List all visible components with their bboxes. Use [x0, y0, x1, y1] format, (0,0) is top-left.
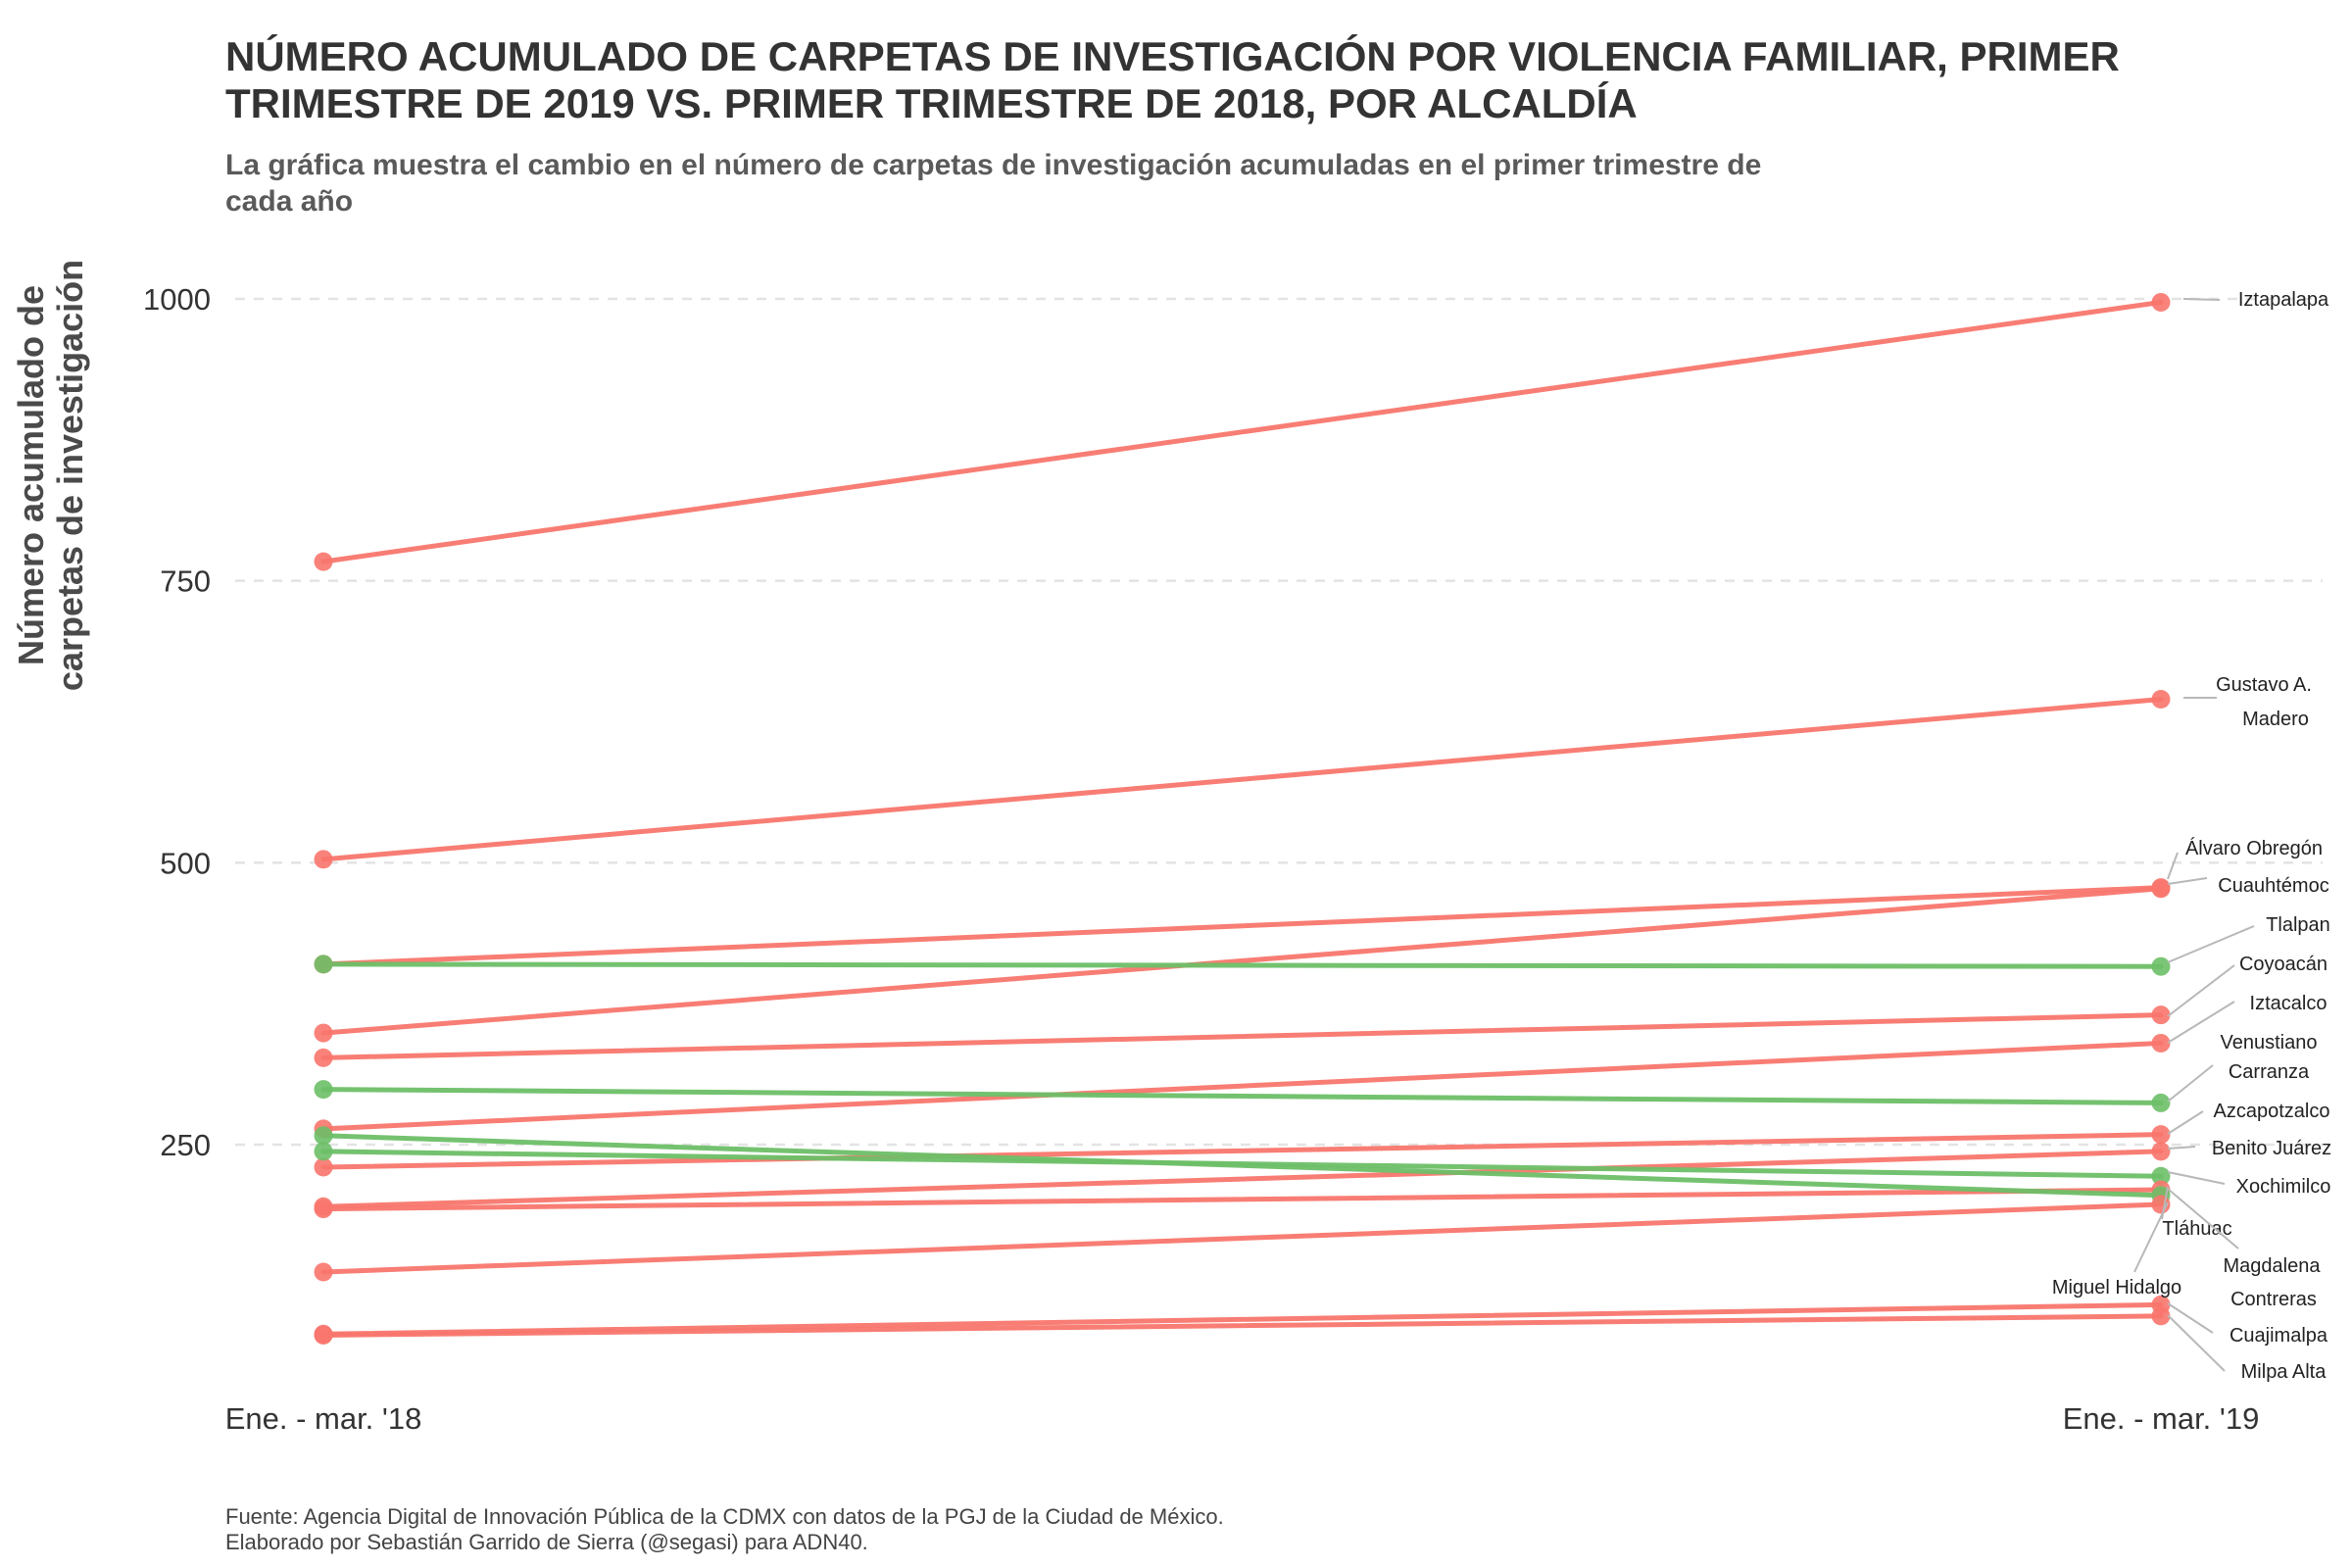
point-2019-iztapalapa — [2151, 292, 2171, 312]
series-label-miguel-hidalgo: Miguel Hidalgo — [2052, 1277, 2181, 1298]
series-label-xochimilco: Xochimilco — [2236, 1176, 2331, 1198]
label-leader-benito-juarez — [2167, 1146, 2196, 1150]
series-label-gustavo-a-madero: Gustavo A. — [2216, 674, 2312, 696]
point-2018-magdalena-contreras — [314, 1126, 333, 1146]
point-2019-coyoacan — [2151, 1005, 2171, 1025]
point-2018-xochimilco — [314, 1142, 333, 1161]
series-line-alvaro-obregon — [320, 885, 2164, 967]
y-tick-label: 250 — [160, 1128, 211, 1162]
y-tick-label: 1000 — [143, 282, 211, 317]
label-leader-azcapotzalco — [2167, 1110, 2204, 1135]
point-2018-venustiano-carranza — [314, 1080, 333, 1100]
series-label-iztacalco: Iztacalco — [2250, 993, 2328, 1014]
y-axis-title-line: carpetas de investigación — [50, 260, 90, 691]
point-2019-benito-juarez — [2151, 1142, 2171, 1161]
series-labels: Iztapalapa Gustavo A. Madero Álvaro Obregón… — [2052, 289, 2331, 1383]
gridlines — [235, 297, 2323, 1147]
series-line-gustavo-a-madero — [320, 696, 2164, 862]
caption-source: Fuente: Agencia Digital de Innovación Pú… — [225, 1504, 1224, 1529]
chart-title: NÚMERO ACUMULADO DE CARPETAS DE INVESTIG… — [225, 33, 2120, 126]
point-2018-tlahuac — [314, 1200, 333, 1219]
series-line-venustiano-carranza — [320, 1087, 2164, 1105]
series-label-tlahuac: Tláhuac — [2162, 1218, 2231, 1240]
series-line-tlalpan — [320, 961, 2164, 969]
x-axis-ticks: Ene. - mar. '18 Ene. - mar. '19 — [225, 1401, 2260, 1436]
point-2018-tlalpan — [314, 955, 333, 974]
point-2018-azcapotzalco — [314, 1157, 333, 1177]
y-tick-label: 750 — [160, 564, 211, 599]
caption: Fuente: Agencia Digital de Innovación Pú… — [225, 1504, 1224, 1555]
label-leader-cuajimalpa — [2167, 1302, 2214, 1334]
label-leader-iztapalapa — [2182, 298, 2221, 301]
point-2018-coyoacan — [314, 1048, 333, 1067]
series-points — [314, 292, 2171, 1345]
series-line-cuauhtemoc — [320, 886, 2164, 1036]
series-line-coyoacan — [320, 1012, 2164, 1060]
point-2019-milpa-alta — [2151, 1306, 2171, 1326]
series-label-alvaro-obregon: Álvaro Obregón — [2185, 837, 2323, 859]
series-label-benito-juarez: Benito Juárez — [2212, 1138, 2331, 1159]
y-tick-label: 500 — [160, 846, 211, 880]
point-2018-iztapalapa — [314, 552, 333, 571]
label-leader-coyoacan — [2167, 964, 2235, 1017]
series-label-cuauhtemoc: Cuauhtémoc — [2218, 875, 2328, 897]
chart-subtitle: La gráfica muestra el cambio en el númer… — [225, 149, 1762, 218]
series-label-magdalena-contreras: Magdalena — [2224, 1255, 2322, 1277]
point-2019-azcapotzalco — [2151, 1125, 2171, 1145]
point-2019-iztacalco — [2151, 1033, 2171, 1053]
point-2018-cuauhtemoc — [314, 1023, 333, 1043]
series-label-gustavo-a-madero: Madero — [2242, 709, 2309, 730]
y-axis-label: Número acumulado de carpetas de investiga… — [11, 260, 90, 691]
point-2019-gustavo-a-madero — [2151, 689, 2171, 709]
series-lines — [320, 299, 2164, 1338]
point-2019-venustiano-carranza — [2151, 1093, 2171, 1112]
series-label-coyoacan: Coyoacán — [2239, 954, 2328, 975]
series-label-venustiano-carranza: Venustiano — [2221, 1032, 2318, 1054]
label-leader-xochimilco — [2167, 1171, 2226, 1185]
series-line-benito-juarez — [320, 1149, 2164, 1209]
x-tick-label: Ene. - mar. '19 — [2063, 1401, 2260, 1436]
label-leader-alvaro-obregon — [2167, 852, 2179, 880]
caption-author: Elaborado por Sebastián Garrido de Sierr… — [225, 1530, 868, 1554]
point-2018-gustavo-a-madero — [314, 850, 333, 869]
y-axis-title-line: Número acumulado de — [11, 285, 51, 665]
label-leader-venustiano-carranza — [2167, 1064, 2214, 1102]
x-tick-label: Ene. - mar. '18 — [225, 1401, 422, 1436]
point-2019-xochimilco — [2151, 1166, 2171, 1186]
series-label-tlalpan: Tlalpan — [2266, 914, 2330, 936]
y-axis-ticks: 250 500 750 1000 — [143, 282, 211, 1162]
series-line-azcapotzalco — [320, 1132, 2164, 1170]
series-line-miguel-hidalgo — [320, 1201, 2164, 1275]
point-2019-tlalpan — [2151, 956, 2171, 976]
point-2018-milpa-alta — [314, 1325, 333, 1345]
label-leader-tlalpan — [2167, 925, 2255, 963]
label-leader-milpa-alta — [2167, 1314, 2226, 1372]
series-label-cuajimalpa: Cuajimalpa — [2230, 1325, 2328, 1347]
series-label-azcapotzalco: Azcapotzalco — [2214, 1101, 2330, 1122]
series-label-milpa-alta: Milpa Alta — [2241, 1361, 2328, 1383]
series-line-iztapalapa — [320, 299, 2164, 564]
point-2019-cuauhtemoc — [2151, 879, 2171, 899]
series-line-iztacalco — [320, 1040, 2164, 1132]
label-leader-iztacalco — [2167, 1001, 2235, 1044]
series-line-magdalena-contreras — [320, 1133, 2164, 1199]
series-line-milpa-alta — [320, 1313, 2164, 1338]
label-leader-miguel-hidalgo — [2133, 1201, 2169, 1273]
series-label-iztapalapa: Iztapalapa — [2238, 289, 2329, 311]
label-leader-cuauhtemoc — [2167, 877, 2208, 885]
point-2018-miguel-hidalgo — [314, 1262, 333, 1282]
series-line-tlahuac — [320, 1187, 2164, 1212]
series-label-venustiano-carranza: Carranza — [2229, 1061, 2310, 1083]
series-line-cuajimalpa — [320, 1301, 2164, 1337]
label-leader-magdalena-contreras — [2167, 1188, 2239, 1250]
series-label-magdalena-contreras: Contreras — [2230, 1289, 2317, 1310]
